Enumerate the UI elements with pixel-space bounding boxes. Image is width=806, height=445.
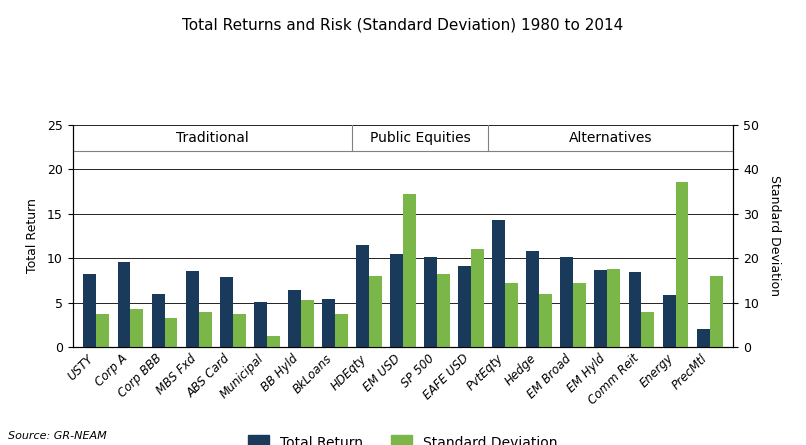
Bar	[492, 220, 505, 347]
Bar	[458, 266, 472, 347]
Bar	[254, 302, 267, 347]
Bar	[267, 336, 280, 347]
Bar	[539, 294, 552, 347]
Bar	[424, 257, 437, 347]
Bar	[437, 274, 450, 347]
Bar	[675, 182, 688, 347]
Bar	[164, 318, 177, 347]
Bar	[131, 309, 143, 347]
Text: Source: GR-NEAM: Source: GR-NEAM	[8, 431, 107, 441]
Bar	[356, 245, 369, 347]
Text: Traditional: Traditional	[176, 131, 248, 145]
Bar	[595, 270, 608, 347]
Bar	[663, 295, 675, 347]
Bar	[334, 314, 348, 347]
Bar	[233, 314, 246, 347]
Bar	[185, 271, 198, 347]
Bar	[560, 257, 573, 347]
Bar	[301, 300, 314, 347]
Bar	[198, 312, 211, 347]
Text: Public Equities: Public Equities	[370, 131, 471, 145]
Bar	[390, 254, 403, 347]
Bar	[220, 277, 233, 347]
Bar	[472, 249, 484, 347]
Bar	[505, 283, 518, 347]
Bar	[608, 269, 621, 347]
Bar	[709, 276, 722, 347]
Bar	[288, 290, 301, 347]
Bar	[526, 251, 539, 347]
Bar	[84, 274, 97, 347]
Bar	[322, 299, 334, 347]
Y-axis label: Total Return: Total Return	[26, 198, 39, 273]
Bar	[642, 312, 654, 347]
Bar	[118, 262, 131, 347]
Bar	[696, 329, 709, 347]
Bar	[97, 314, 110, 347]
Bar	[152, 294, 164, 347]
Bar	[573, 283, 586, 347]
Text: Alternatives: Alternatives	[569, 131, 653, 145]
Bar	[369, 276, 382, 347]
Bar	[629, 272, 642, 347]
Bar	[403, 194, 416, 347]
Text: Total Returns and Risk (Standard Deviation) 1980 to 2014: Total Returns and Risk (Standard Deviati…	[182, 18, 624, 33]
Legend: Total Return, Standard Deviation: Total Return, Standard Deviation	[243, 430, 563, 445]
Y-axis label: Standard Deviation: Standard Deviation	[767, 175, 780, 296]
